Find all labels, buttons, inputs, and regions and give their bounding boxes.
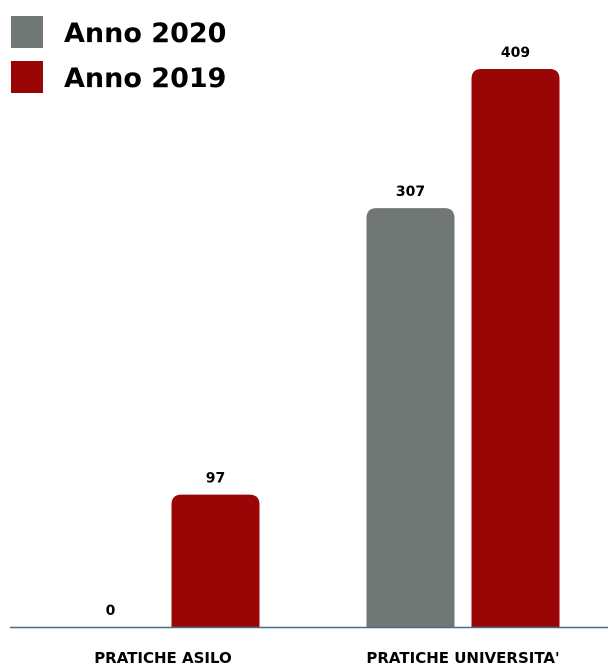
value-label-pratiche-asilo-anno-2020: 0 [106,603,116,619]
bar-pratiche-universita-anno-2019 [471,69,560,627]
legend: Anno 2020 Anno 2019 [11,16,226,94]
bars [171,69,560,627]
category-label-pratiche-asilo: PRATICHE ASILO [94,649,232,666]
legend-swatch-anno-2019 [11,61,43,93]
legend-label-anno-2020: Anno 2020 [64,18,226,49]
value-labels: 0 97 307 409 [106,45,530,619]
legend-swatch-anno-2020 [11,16,43,48]
legend-label-anno-2019: Anno 2019 [64,63,226,94]
category-label-pratiche-universita: PRATICHE UNIVERSITA' [366,649,559,666]
value-label-pratiche-asilo-anno-2019: 97 [206,471,225,487]
value-label-pratiche-universita-anno-2020: 307 [396,184,425,200]
bar-pratiche-universita-anno-2020 [366,208,455,627]
value-label-pratiche-universita-anno-2019: 409 [501,45,530,61]
category-labels: PRATICHE ASILO PRATICHE UNIVERSITA' [94,649,559,666]
bar-pratiche-asilo-anno-2019 [171,494,260,627]
